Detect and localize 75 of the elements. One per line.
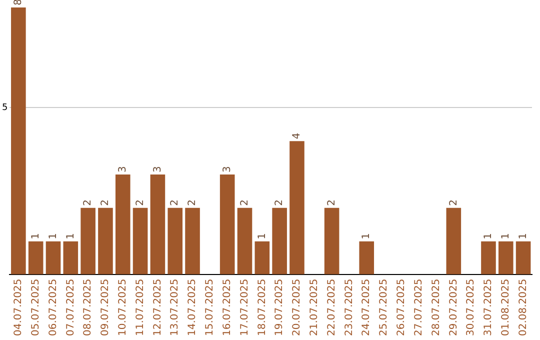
bar — [168, 208, 183, 274]
data-label: 3 — [222, 166, 233, 172]
x-tick-label: 19.07.2025 — [274, 278, 286, 336]
x-tick-label: 02.08.2025 — [518, 278, 529, 336]
bar — [220, 174, 235, 274]
x-tick-label: 05.07.2025 — [30, 278, 42, 336]
bar — [481, 241, 496, 274]
data-label: 3 — [117, 166, 128, 172]
data-label: 1 — [518, 232, 529, 240]
data-label: 1 — [30, 232, 42, 240]
x-tick-label: 14.07.2025 — [187, 278, 198, 336]
bar — [150, 174, 166, 274]
data-label: 1 — [361, 232, 372, 240]
x-tick-label: 07.07.2025 — [65, 278, 76, 336]
bar — [132, 208, 148, 274]
bar — [46, 241, 61, 274]
bar — [237, 208, 252, 274]
x-tick-label: 31.07.2025 — [483, 278, 494, 336]
data-label: 1 — [500, 232, 512, 240]
x-tick-label: 13.07.2025 — [170, 278, 181, 336]
x-tick-label: 04.07.2025 — [13, 278, 24, 336]
bar — [290, 141, 304, 274]
bar — [254, 241, 270, 274]
data-label: 8 — [13, 0, 24, 6]
bar — [80, 208, 96, 274]
bar — [272, 208, 287, 274]
bar — [11, 7, 26, 274]
data-label: 2 — [134, 200, 146, 206]
x-tick-label: 25.07.2025 — [378, 278, 390, 336]
bar — [115, 174, 130, 274]
x-tick-label: 30.07.2025 — [466, 278, 477, 336]
data-label: 2 — [239, 200, 250, 206]
data-label: 2 — [100, 200, 112, 206]
x-tick-label: 22.07.2025 — [326, 278, 338, 336]
data-label: 1 — [65, 232, 76, 240]
bar — [359, 241, 374, 274]
x-tick-label: 06.07.2025 — [48, 278, 59, 336]
bar — [516, 241, 531, 274]
data-label: 1 — [256, 232, 268, 240]
x-tick-label: 15.07.2025 — [204, 278, 216, 336]
data-label: 3 — [152, 166, 164, 172]
bar — [446, 208, 462, 274]
data-label: 2 — [274, 200, 286, 206]
x-tick-label: 10.07.2025 — [117, 278, 128, 336]
x-tick-label: 17.07.2025 — [239, 278, 250, 336]
x-tick-label: 28.07.2025 — [430, 278, 442, 336]
data-label: 4 — [292, 132, 303, 140]
x-tick-label: 29.07.2025 — [448, 278, 460, 336]
x-tick-label: 21.07.2025 — [308, 278, 320, 336]
bar — [498, 241, 514, 274]
x-tick-label: 18.07.2025 — [256, 278, 268, 336]
data-label: 2 — [187, 200, 198, 206]
x-tick-label: 11.07.2025 — [134, 278, 146, 336]
data-label: 2 — [326, 200, 338, 206]
x-tick-label: 24.07.2025 — [361, 278, 372, 336]
bar — [98, 208, 113, 274]
data-label: 2 — [448, 200, 460, 206]
x-tick-label: 08.07.2025 — [82, 278, 94, 336]
bar — [324, 208, 340, 274]
bar — [28, 241, 44, 274]
x-tick-label: 01.08.2025 — [500, 278, 512, 336]
x-tick-label: 20.07.2025 — [292, 278, 303, 336]
y-tick-label: 5 — [2, 103, 8, 113]
x-tick-label: 12.07.2025 — [152, 278, 164, 336]
x-tick-label: 27.07.2025 — [413, 278, 424, 336]
data-label: 2 — [170, 200, 181, 206]
bar — [63, 241, 78, 274]
bar — [185, 208, 200, 274]
x-tick-label: 16.07.2025 — [222, 278, 233, 336]
x-tick-label: 09.07.2025 — [100, 278, 112, 336]
data-label: 1 — [48, 232, 59, 240]
data-label: 1 — [483, 232, 494, 240]
x-tick-label: 23.07.2025 — [344, 278, 355, 336]
x-tick-label: 26.07.2025 — [396, 278, 408, 336]
data-label: 2 — [82, 200, 94, 206]
